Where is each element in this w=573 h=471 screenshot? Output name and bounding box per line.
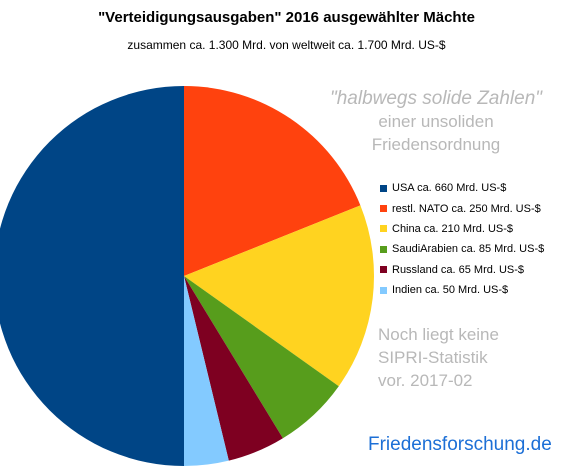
chart-subtitle: zusammen ca. 1.300 Mrd. von weltweit ca.… <box>127 38 446 52</box>
legend-item-2: China ca. 210 Mrd. US-$ <box>380 219 544 239</box>
sipri-line-3: vor. 2017-02 <box>378 371 473 390</box>
legend-swatch-1 <box>380 205 387 213</box>
legend-label-0: USA ca. 660 Mrd. US-$ <box>392 182 507 195</box>
note-quote: "halbwegs solide Zahlen" <box>329 88 543 109</box>
legend-item-3: SaudiArabien ca. 85 Mrd. US-$ <box>380 239 544 259</box>
legend-label-5: Indien ca. 50 Mrd. US-$ <box>392 284 509 297</box>
legend-item-1: restl. NATO ca. 250 Mrd. US-$ <box>380 198 544 218</box>
note-line-3: Friedensordnung <box>371 135 501 154</box>
legend-label-1: restl. NATO ca. 250 Mrd. US-$ <box>392 202 541 215</box>
legend-swatch-0 <box>380 184 387 192</box>
pie-slice-3 <box>184 276 339 439</box>
legend-item-4: Russland ca. 65 Mrd. US-$ <box>380 260 544 280</box>
legend-label-2: China ca. 210 Mrd. US-$ <box>392 222 514 235</box>
legend-swatch-4 <box>380 266 387 274</box>
pie-slice-4 <box>184 276 283 461</box>
pie-slice-0 <box>0 86 184 466</box>
legend-label-4: Russland ca. 65 Mrd. US-$ <box>392 263 525 276</box>
note-sipri: Noch liegt keine SIPRI-Statistik vor. 20… <box>378 323 548 392</box>
brand-link[interactable]: Friedensforschung.de <box>368 434 552 455</box>
sipri-line-2: SIPRI-Statistik <box>378 348 488 367</box>
legend-item-0: USA ca. 660 Mrd. US-$ <box>380 178 544 198</box>
pie-slice-5 <box>184 276 229 466</box>
legend-item-5: Indien ca. 50 Mrd. US-$ <box>380 280 544 300</box>
pie-slice-1 <box>184 86 361 276</box>
legend-swatch-2 <box>380 225 387 233</box>
pie-slice-2 <box>184 205 374 387</box>
legend-swatch-3 <box>380 245 387 253</box>
legend-label-3: SaudiArabien ca. 85 Mrd. US-$ <box>392 243 545 256</box>
sipri-line-1: Noch liegt keine <box>378 325 499 344</box>
legend-swatch-5 <box>380 286 387 294</box>
chart-legend: USA ca. 660 Mrd. US-$ restl. NATO ca. 250… <box>380 178 544 300</box>
note-line-2: einer unsoliden <box>378 112 494 131</box>
note-solid-numbers: "halbwegs solide Zahlen" einer unsoliden… <box>312 87 560 156</box>
chart-title: "Verteidigungsausgaben" 2016 ausgewählte… <box>98 9 475 26</box>
